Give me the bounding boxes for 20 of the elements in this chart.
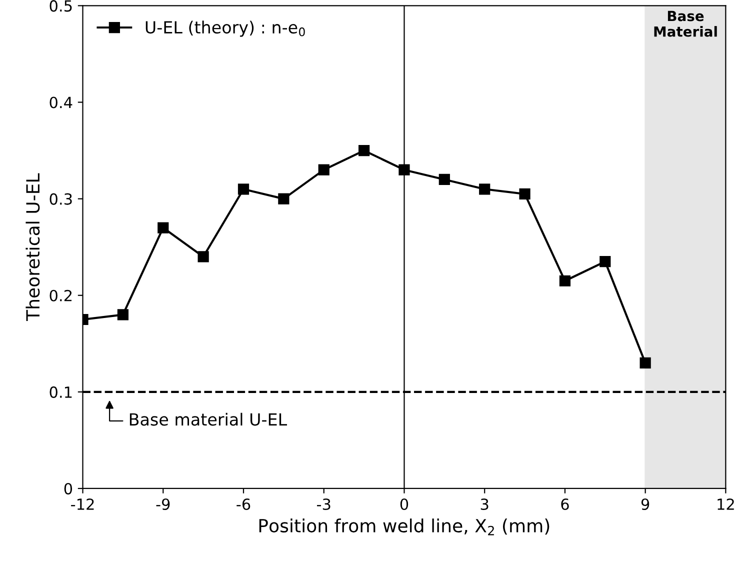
x-tick-label: 3 xyxy=(480,498,488,510)
y-tick-label: 0.3 xyxy=(50,193,72,205)
x-tick-label: 6 xyxy=(561,498,569,510)
x-tick-label: -12 xyxy=(71,498,94,510)
y-tick-label: 0.5 xyxy=(50,0,72,12)
x-tick-label: 9 xyxy=(641,498,650,510)
y-tick-label: 0.2 xyxy=(50,290,72,302)
x-tick-label: -3 xyxy=(317,498,330,510)
band-label: Base Material xyxy=(654,10,717,37)
x-tick-label: 0 xyxy=(400,498,408,510)
x-tick-label: -6 xyxy=(236,498,250,510)
x-tick-label: 12 xyxy=(718,498,734,510)
x-axis-title: Position from weld line, X$_{2}$ (mm) xyxy=(259,518,550,536)
legend-label: U-EL (theory) : n-e$_{0}$ xyxy=(146,20,305,37)
y-tick-label: 0.4 xyxy=(50,96,72,108)
annotation: Base material U-EL xyxy=(130,412,287,426)
y-axis-title: Theoretical U-EL xyxy=(26,173,40,322)
y-tick-label: 0.1 xyxy=(50,386,72,398)
x-tick-label: -9 xyxy=(156,498,170,510)
y-tick-label: 0 xyxy=(64,482,72,494)
